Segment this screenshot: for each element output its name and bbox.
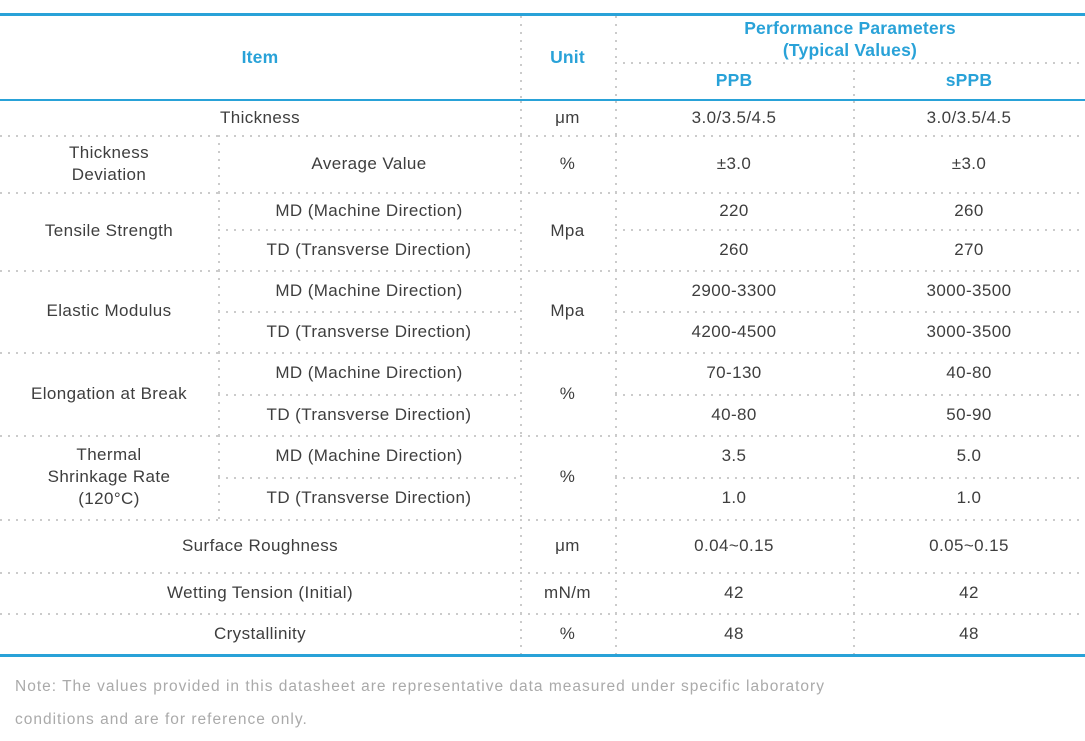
cell-thermal-md-sppb: 5.0	[853, 435, 1085, 477]
cell-elongation-td-sub: TD (Transverse Direction)	[218, 394, 520, 435]
cell-tensile-td-sub: TD (Transverse Direction)	[218, 229, 520, 270]
cell-elongation-md-sppb: 40-80	[853, 352, 1085, 394]
cell-thermal-td-sppb: 1.0	[853, 477, 1085, 519]
cell-tensile-md-sppb: 260	[853, 192, 1085, 229]
cell-elastic-td-ppb: 4200-4500	[615, 311, 853, 352]
cell-crystallinity-sppb: 48	[853, 613, 1085, 654]
cell-surface-item: Surface Roughness	[0, 519, 520, 572]
cell-elastic-td-sppb: 3000-3500	[853, 311, 1085, 352]
cell-deviation-sub: Average Value	[218, 135, 520, 192]
cell-elastic-md-sppb: 3000-3500	[853, 270, 1085, 311]
cell-thermal-md-ppb: 3.5	[615, 435, 853, 477]
cell-deviation-group: Thickness Deviation	[0, 135, 218, 192]
cell-elastic-unit: Mpa	[520, 270, 615, 352]
cell-wetting-sppb: 42	[853, 572, 1085, 613]
cell-thickness-unit: μm	[520, 101, 615, 135]
cell-elastic-md-ppb: 2900-3300	[615, 270, 853, 311]
cell-elongation-group: Elongation at Break	[0, 352, 218, 435]
cell-thickness-ppb: 3.0/3.5/4.5	[615, 101, 853, 135]
cell-tensile-md-sub: MD (Machine Direction)	[218, 192, 520, 229]
header-ppb: PPB	[615, 62, 853, 99]
cell-thermal-unit: %	[520, 435, 615, 519]
cell-deviation-sppb: ±3.0	[853, 135, 1085, 192]
header-item: Item	[241, 47, 279, 68]
cell-crystallinity-unit: %	[520, 613, 615, 654]
header-performance-parameters: Performance Parameters (Typical Values)	[615, 16, 1085, 62]
table-body: Thickness μm 3.0/3.5/4.5 3.0/3.5/4.5 Thi…	[0, 101, 1085, 657]
cell-thermal-group: Thermal Shrinkage Rate (120°C)	[0, 435, 218, 519]
cell-tensile-md-ppb: 220	[615, 192, 853, 229]
cell-elongation-md-sub: MD (Machine Direction)	[218, 352, 520, 394]
datasheet-table: Item Unit Performance Parameters (Typica…	[0, 13, 1085, 657]
footnote-line-1: Note: The values provided in this datash…	[15, 678, 825, 695]
cell-crystallinity-item: Crystallinity	[0, 613, 520, 654]
footnote: Note: The values provided in this datash…	[15, 670, 1085, 736]
cell-elastic-group: Elastic Modulus	[0, 270, 218, 352]
cell-tensile-unit: Mpa	[520, 192, 615, 270]
cell-elongation-unit: %	[520, 352, 615, 435]
cell-thickness-sppb: 3.0/3.5/4.5	[853, 101, 1085, 135]
cell-wetting-unit: mN/m	[520, 572, 615, 613]
header-unit: Unit	[520, 16, 615, 99]
cell-deviation-ppb: ±3.0	[615, 135, 853, 192]
cell-surface-ppb: 0.04~0.15	[615, 519, 853, 572]
cell-crystallinity-ppb: 48	[615, 613, 853, 654]
header-sppb: sPPB	[853, 62, 1085, 99]
cell-tensile-td-sppb: 270	[853, 229, 1085, 270]
cell-tensile-td-ppb: 260	[615, 229, 853, 270]
cell-elongation-td-ppb: 40-80	[615, 394, 853, 435]
cell-elastic-md-sub: MD (Machine Direction)	[218, 270, 520, 311]
cell-elongation-md-ppb: 70-130	[615, 352, 853, 394]
cell-surface-unit: μm	[520, 519, 615, 572]
cell-wetting-item: Wetting Tension (Initial)	[0, 572, 520, 613]
cell-elastic-td-sub: TD (Transverse Direction)	[218, 311, 520, 352]
cell-thermal-td-ppb: 1.0	[615, 477, 853, 519]
cell-thermal-md-sub: MD (Machine Direction)	[218, 435, 520, 477]
footnote-line-2: conditions and are for reference only.	[15, 711, 308, 728]
table-header: Item Unit Performance Parameters (Typica…	[0, 13, 1085, 101]
cell-wetting-ppb: 42	[615, 572, 853, 613]
cell-thickness-item: Thickness	[219, 108, 301, 128]
cell-surface-sppb: 0.05~0.15	[853, 519, 1085, 572]
cell-thermal-td-sub: TD (Transverse Direction)	[218, 477, 520, 519]
cell-elongation-td-sppb: 50-90	[853, 394, 1085, 435]
cell-tensile-group: Tensile Strength	[0, 192, 218, 270]
cell-deviation-unit: %	[520, 135, 615, 192]
